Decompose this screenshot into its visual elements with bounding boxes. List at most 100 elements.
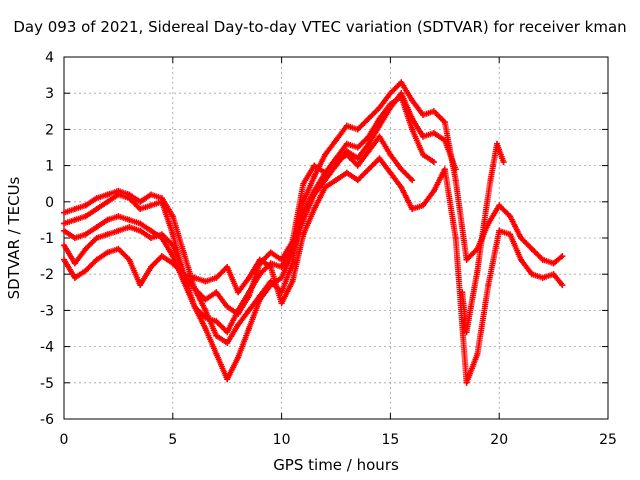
data-point bbox=[115, 213, 122, 220]
data-point bbox=[61, 209, 67, 216]
data-point bbox=[202, 307, 209, 314]
data-point bbox=[202, 296, 209, 303]
data-point bbox=[224, 329, 231, 336]
data-point bbox=[517, 256, 524, 263]
data-point bbox=[398, 93, 405, 100]
y-tick-label: 0 bbox=[45, 195, 54, 211]
data-point bbox=[409, 126, 416, 133]
series-track-4 bbox=[61, 133, 416, 318]
x-tick-label: 0 bbox=[60, 432, 69, 448]
data-point bbox=[354, 162, 361, 169]
data-point bbox=[539, 256, 546, 263]
data-point bbox=[104, 231, 111, 238]
data-point bbox=[376, 133, 383, 140]
data-point bbox=[311, 162, 318, 169]
data-point bbox=[148, 235, 155, 241]
data-point bbox=[494, 140, 501, 147]
data-point bbox=[420, 151, 427, 158]
data-point bbox=[500, 158, 507, 165]
data-point bbox=[409, 97, 416, 104]
data-point bbox=[354, 126, 361, 133]
data-point bbox=[137, 282, 144, 289]
data-point bbox=[485, 282, 492, 289]
data-point bbox=[213, 332, 220, 339]
data-point bbox=[387, 151, 394, 158]
data-point bbox=[191, 303, 198, 310]
data-point bbox=[71, 274, 78, 281]
y-tick-label: -6 bbox=[40, 412, 54, 428]
data-point bbox=[409, 177, 416, 184]
data-point bbox=[115, 227, 122, 234]
data-point bbox=[343, 169, 350, 176]
data-point bbox=[180, 271, 187, 278]
series-markers bbox=[61, 90, 459, 383]
data-point bbox=[115, 245, 122, 252]
data-point bbox=[256, 296, 263, 303]
data-point bbox=[224, 263, 231, 270]
chart-title: Day 093 of 2021, Sidereal Day-to-day VTE… bbox=[13, 18, 627, 36]
data-point bbox=[104, 198, 111, 205]
data-point bbox=[365, 140, 372, 147]
data-point bbox=[169, 231, 176, 238]
data-point bbox=[213, 350, 220, 357]
data-point bbox=[93, 206, 100, 213]
data-point bbox=[387, 169, 394, 176]
data-point bbox=[365, 148, 372, 155]
data-point bbox=[148, 227, 155, 234]
data-point bbox=[137, 198, 144, 205]
data-point bbox=[235, 311, 242, 318]
y-tick-label: 3 bbox=[45, 86, 54, 102]
data-point bbox=[463, 256, 470, 263]
data-point bbox=[420, 111, 427, 118]
data-point bbox=[158, 231, 165, 238]
data-point bbox=[82, 213, 89, 220]
data-point bbox=[441, 119, 448, 126]
data-point bbox=[467, 303, 474, 310]
data-point bbox=[354, 155, 361, 162]
y-tick-label: 1 bbox=[45, 159, 54, 175]
data-point bbox=[300, 180, 307, 187]
data-point bbox=[474, 267, 481, 274]
series-track-6 bbox=[459, 140, 507, 336]
x-tick-label: 15 bbox=[381, 432, 399, 448]
data-point bbox=[148, 202, 155, 209]
data-point bbox=[148, 263, 155, 270]
data-point bbox=[278, 256, 285, 263]
data-point bbox=[376, 115, 383, 122]
data-point bbox=[311, 173, 318, 180]
y-tick-label: -1 bbox=[40, 231, 54, 247]
data-point bbox=[365, 166, 372, 173]
data-point bbox=[126, 195, 133, 202]
data-point bbox=[539, 274, 546, 281]
data-point bbox=[191, 274, 198, 281]
data-point bbox=[496, 202, 503, 209]
data-point bbox=[333, 158, 339, 165]
data-point bbox=[93, 256, 100, 263]
data-point bbox=[343, 151, 350, 158]
data-point bbox=[61, 242, 67, 249]
data-point bbox=[463, 329, 470, 336]
y-tick-label: -5 bbox=[40, 376, 54, 392]
data-point bbox=[71, 216, 78, 223]
data-point bbox=[289, 278, 296, 285]
data-point bbox=[71, 206, 78, 213]
data-point bbox=[420, 202, 427, 209]
data-point bbox=[213, 318, 220, 325]
data-point bbox=[559, 282, 566, 289]
x-tick-label: 20 bbox=[490, 432, 508, 448]
data-point bbox=[104, 216, 111, 223]
data-point bbox=[61, 256, 67, 263]
data-point bbox=[93, 235, 100, 241]
data-point bbox=[459, 289, 466, 296]
data-point bbox=[354, 177, 361, 184]
data-point bbox=[213, 274, 220, 281]
x-tick-label: 5 bbox=[168, 432, 177, 448]
data-point bbox=[480, 220, 487, 227]
data-point bbox=[137, 227, 144, 234]
data-point bbox=[487, 177, 494, 184]
data-point bbox=[224, 376, 231, 383]
data-point bbox=[430, 130, 437, 137]
data-point bbox=[278, 263, 285, 270]
data-point bbox=[343, 122, 350, 129]
data-point bbox=[202, 278, 209, 285]
